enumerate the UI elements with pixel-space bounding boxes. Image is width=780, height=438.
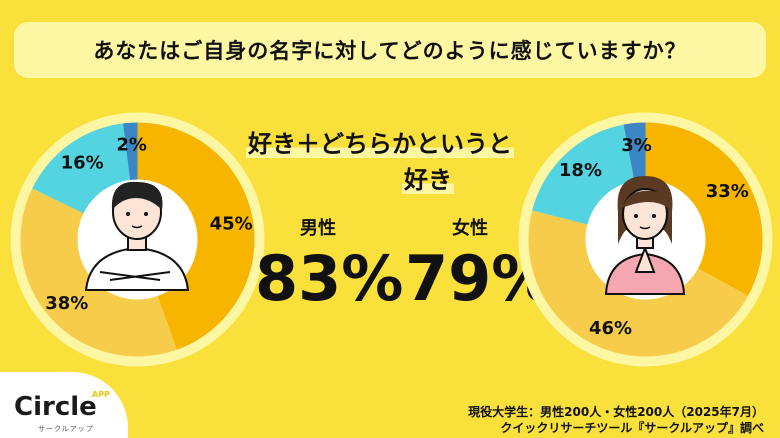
female-slice-labels: 33% 46% 18% 3% — [559, 135, 749, 339]
female-label: 女性 — [452, 218, 488, 239]
source-line1: 現役大学生：男性200人・女性200人（2025年7月） — [468, 405, 764, 419]
title-bar: あなたはご自身の名字に対してどのように感じていますか？ — [14, 22, 766, 78]
male-label-like: 45% — [210, 213, 253, 234]
male-label-dislike: 2% — [116, 135, 147, 156]
headline-line1: 好き＋どちらかというと — [246, 124, 514, 159]
headline-line1-text: 好き＋どちらかというと — [246, 130, 514, 158]
logo-sub: サークルアップ — [38, 425, 94, 433]
logo-app: APP — [92, 390, 110, 399]
headline-line2-text: 好き — [402, 166, 454, 194]
male-avatar-icon — [84, 181, 190, 291]
male-slice-labels: 45% 38% 16% 2% — [45, 135, 252, 314]
male-label-somewhat-like: 38% — [45, 293, 88, 314]
female-label-somewhat-dislike: 18% — [559, 160, 602, 181]
male-total-percent: 83% — [255, 242, 404, 315]
source-line2: クイックリサーチツール『サークルアップ』調べ — [500, 421, 764, 435]
female-donut-chart: 33% 46% 18% 3% — [518, 112, 773, 367]
male-label: 男性 — [300, 218, 336, 239]
headline-line2: 好き — [402, 160, 454, 195]
female-label-like: 33% — [706, 181, 749, 202]
male-donut-chart: 45% 38% 16% 2% — [10, 112, 265, 367]
logo-name: Circle — [14, 392, 97, 422]
male-label-somewhat-dislike: 16% — [61, 152, 104, 173]
female-label-dislike: 3% — [621, 135, 652, 156]
circle-app-logo: Circle APP サークルアップ — [0, 372, 128, 438]
page-title: あなたはご自身の名字に対してどのように感じていますか？ — [93, 39, 687, 63]
female-label-somewhat-like: 46% — [589, 318, 632, 339]
female-avatar-icon — [604, 176, 686, 295]
